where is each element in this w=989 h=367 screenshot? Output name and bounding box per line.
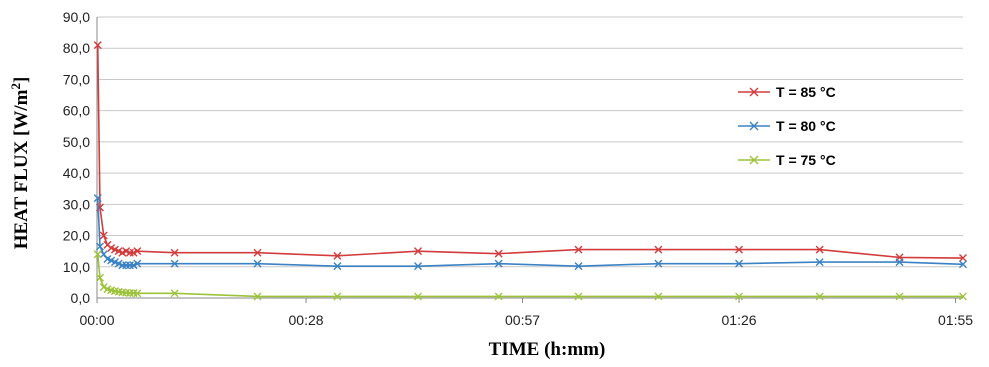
- data-point-marker: [654, 245, 663, 254]
- data-point-marker: [815, 292, 824, 301]
- x-tick-label: 00:57: [505, 312, 540, 328]
- x-axis-title: TIME (h:mm): [489, 339, 606, 360]
- data-point-marker: [170, 248, 179, 257]
- y-axis-title: HEAT FLUX [W/m2]: [8, 77, 32, 250]
- x-tick-label: 01:26: [722, 312, 757, 328]
- legend-marker: [749, 87, 759, 97]
- grid-lines: [96, 16, 963, 299]
- x-tick-label: 00:00: [79, 312, 114, 328]
- data-point-marker: [735, 259, 744, 268]
- legend-item: T = 85 °C: [738, 84, 836, 100]
- data-point-marker: [959, 260, 967, 269]
- series-line: [96, 254, 963, 298]
- data-point-marker: [494, 249, 503, 258]
- y-tick-label: 50,0: [63, 134, 90, 150]
- y-tick-label: 60,0: [63, 103, 90, 119]
- y-axis-ticks: 0,0 10,0 20,0 30,0 40,0 50,0 60,0 70,0 80,0 90,0: [63, 9, 90, 306]
- x-tick-label: 00:28: [289, 312, 324, 328]
- data-point-marker: [333, 292, 342, 301]
- y-tick-label: 0,0: [71, 290, 91, 306]
- y-tick-label: 30,0: [63, 196, 90, 212]
- data-point-marker: [133, 289, 142, 298]
- legend-item: T = 80 °C: [738, 118, 836, 134]
- y-tick-label: 40,0: [63, 165, 90, 181]
- data-point-marker: [253, 292, 262, 301]
- data-point-marker: [654, 259, 663, 268]
- data-point-marker: [133, 259, 142, 268]
- data-point-marker: [93, 41, 102, 50]
- x-tick-label: 01:55: [938, 312, 973, 328]
- data-point-marker: [574, 292, 583, 301]
- data-point-marker: [735, 292, 744, 301]
- data-point-marker: [895, 292, 904, 301]
- data-point-marker: [170, 289, 179, 298]
- data-point-marker: [333, 251, 342, 260]
- data-point-marker: [414, 247, 423, 256]
- y-tick-label: 90,0: [63, 9, 90, 25]
- data-point-marker: [99, 231, 108, 240]
- y-axis-title-main: HEAT FLUX [W/m: [11, 89, 32, 249]
- y-axis-title-superscript: 2: [8, 83, 23, 90]
- series-line: [96, 198, 964, 267]
- data-point-marker: [253, 259, 262, 268]
- data-point-marker: [253, 248, 262, 257]
- data-point-marker: [99, 283, 108, 292]
- y-tick-label: 70,0: [63, 71, 90, 87]
- data-point-marker: [93, 194, 102, 203]
- y-axis-title-close: ]: [11, 77, 32, 83]
- data-point-marker: [959, 292, 967, 301]
- data-point-marker: [574, 245, 583, 254]
- data-point-marker: [494, 292, 503, 301]
- legend-label: T = 75 °C: [776, 152, 836, 168]
- data-point-marker: [959, 254, 967, 263]
- series-2: [93, 250, 967, 301]
- data-point-marker: [494, 259, 503, 268]
- series-1: [93, 194, 967, 271]
- data-point-marker: [815, 258, 824, 267]
- legend-marker: [749, 121, 759, 131]
- data-point-marker: [574, 262, 583, 271]
- data-point-marker: [170, 259, 179, 268]
- data-point-marker: [414, 292, 423, 301]
- y-tick-label: 10,0: [63, 259, 90, 275]
- y-tick-label: 80,0: [63, 40, 90, 56]
- data-point-marker: [654, 292, 663, 301]
- legend-label: T = 85 °C: [776, 84, 836, 100]
- data-point-marker: [895, 258, 904, 267]
- legend: T = 85 °C T = 80 °C T = 75 °C: [738, 84, 836, 168]
- y-tick-label: 20,0: [63, 228, 90, 244]
- legend-marker: [749, 155, 759, 165]
- data-point-marker: [95, 242, 104, 251]
- data-point-marker: [815, 245, 824, 254]
- data-point-marker: [735, 245, 744, 254]
- data-point-marker: [333, 262, 342, 271]
- data-point-marker: [414, 262, 423, 271]
- data-point-marker: [93, 250, 102, 259]
- x-axis-ticks: 00:00 00:28 00:57 01:26 01:55: [79, 298, 973, 328]
- legend-item: T = 75 °C: [738, 152, 836, 168]
- data-point-marker: [133, 247, 142, 256]
- legend-label: T = 80 °C: [776, 118, 836, 134]
- plot-area: [93, 41, 967, 301]
- data-point-marker: [95, 273, 104, 282]
